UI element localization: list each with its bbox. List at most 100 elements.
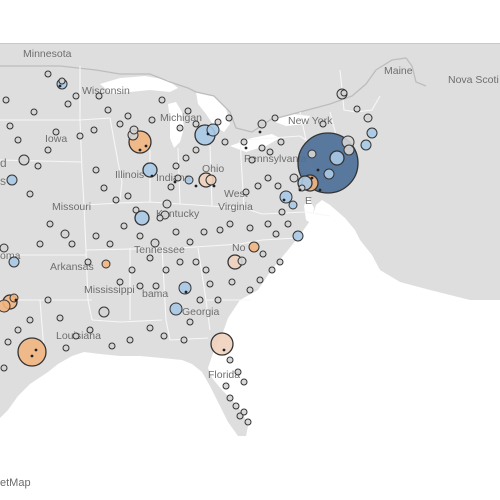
location-bubble[interactable]	[246, 224, 254, 232]
location-bubble[interactable]	[76, 132, 84, 140]
location-bubble[interactable]	[237, 256, 247, 266]
location-bubble[interactable]	[205, 174, 217, 186]
location-bubble[interactable]	[0, 243, 9, 253]
location-dot[interactable]	[150, 174, 154, 178]
location-bubble[interactable]	[162, 199, 172, 209]
location-bubble[interactable]	[18, 154, 30, 166]
location-dot[interactable]	[206, 132, 210, 136]
location-bubble[interactable]	[116, 120, 124, 128]
location-bubble[interactable]	[134, 210, 150, 226]
location-bubble[interactable]	[90, 126, 98, 134]
location-dot[interactable]	[138, 148, 142, 152]
location-bubble[interactable]	[206, 123, 220, 137]
location-bubble[interactable]	[6, 122, 14, 130]
location-bubble[interactable]	[44, 146, 52, 154]
location-bubble[interactable]	[257, 119, 267, 129]
location-bubble[interactable]	[210, 332, 234, 356]
location-bubble[interactable]	[259, 250, 267, 258]
location-bubble[interactable]	[264, 174, 272, 182]
location-bubble[interactable]	[56, 314, 64, 322]
location-bubble[interactable]	[214, 118, 222, 126]
location-bubble[interactable]	[340, 89, 348, 97]
location-bubble[interactable]	[100, 184, 108, 192]
location-bubble[interactable]	[129, 125, 139, 135]
location-bubble[interactable]	[248, 241, 260, 253]
location-bubble[interactable]	[136, 282, 144, 290]
location-bubble[interactable]	[128, 266, 136, 274]
location-bubble[interactable]	[256, 276, 264, 284]
location-bubble[interactable]	[242, 188, 250, 196]
location-bubble[interactable]	[0, 299, 11, 313]
location-bubble[interactable]	[196, 296, 204, 304]
location-dot[interactable]	[310, 176, 314, 180]
location-bubble[interactable]	[36, 240, 44, 248]
location-bubble[interactable]	[264, 220, 272, 228]
location-bubble[interactable]	[176, 258, 184, 266]
location-bubble[interactable]	[288, 200, 298, 210]
location-bubble[interactable]	[343, 144, 355, 156]
location-bubble[interactable]	[319, 120, 327, 128]
location-bubble[interactable]	[366, 127, 378, 139]
location-bubble[interactable]	[206, 280, 214, 288]
bubble-layer[interactable]	[0, 70, 378, 426]
location-bubble[interactable]	[64, 100, 72, 108]
location-bubble[interactable]	[214, 296, 222, 304]
location-bubble[interactable]	[186, 238, 194, 246]
location-dot[interactable]	[14, 298, 18, 302]
location-dot[interactable]	[30, 354, 34, 358]
location-bubble[interactable]	[146, 254, 154, 262]
location-dot[interactable]	[194, 184, 198, 188]
location-bubble[interactable]	[162, 266, 170, 274]
location-bubble[interactable]	[228, 278, 236, 286]
location-dot[interactable]	[318, 188, 322, 192]
location-bubble[interactable]	[274, 182, 282, 190]
location-bubble[interactable]	[182, 154, 190, 162]
location-dot[interactable]	[316, 168, 320, 172]
location-bubble[interactable]	[221, 138, 229, 146]
location-bubble[interactable]	[68, 240, 76, 248]
location-bubble[interactable]	[146, 324, 154, 332]
location-bubble[interactable]	[152, 282, 160, 290]
location-bubble[interactable]	[226, 356, 234, 364]
location-bubble[interactable]	[106, 240, 114, 248]
location-bubble[interactable]	[26, 316, 34, 324]
location-bubble[interactable]	[292, 230, 304, 242]
location-bubble[interactable]	[172, 228, 180, 236]
location-bubble[interactable]	[92, 166, 100, 174]
location-bubble[interactable]	[225, 114, 233, 122]
location-bubble[interactable]	[30, 108, 38, 116]
location-dot[interactable]	[144, 144, 148, 148]
location-bubble[interactable]	[258, 144, 266, 152]
location-bubble[interactable]	[2, 96, 10, 104]
location-bubble[interactable]	[254, 182, 262, 190]
location-bubble[interactable]	[160, 332, 168, 340]
location-bubble[interactable]	[158, 96, 166, 104]
location-bubble[interactable]	[142, 162, 158, 178]
map-canvas[interactable]: Minnesota Wisconsin Michigan Iowa Illino…	[0, 44, 500, 489]
location-bubble[interactable]	[172, 162, 180, 170]
location-bubble[interactable]	[192, 146, 200, 154]
location-bubble[interactable]	[26, 190, 34, 198]
location-bubble[interactable]	[289, 173, 299, 183]
location-dot[interactable]	[282, 198, 286, 202]
location-bubble[interactable]	[180, 336, 188, 344]
location-bubble[interactable]	[226, 394, 234, 402]
location-bubble[interactable]	[58, 77, 66, 85]
location-bubble[interactable]	[4, 338, 12, 346]
location-bubble[interactable]	[266, 148, 274, 156]
location-bubble[interactable]	[240, 378, 248, 386]
location-bubble[interactable]	[240, 408, 248, 416]
location-bubble[interactable]	[307, 149, 317, 159]
location-bubble[interactable]	[184, 175, 194, 185]
location-bubble[interactable]	[95, 92, 103, 100]
location-bubble[interactable]	[353, 105, 361, 113]
location-bubble[interactable]	[8, 256, 20, 268]
location-bubble[interactable]	[17, 337, 47, 367]
location-bubble[interactable]	[169, 302, 183, 316]
location-bubble[interactable]	[202, 266, 210, 274]
location-bubble[interactable]	[124, 192, 132, 200]
location-bubble[interactable]	[86, 326, 94, 334]
location-bubble[interactable]	[222, 382, 230, 390]
location-bubble[interactable]	[329, 150, 345, 166]
location-bubble[interactable]	[34, 162, 42, 170]
